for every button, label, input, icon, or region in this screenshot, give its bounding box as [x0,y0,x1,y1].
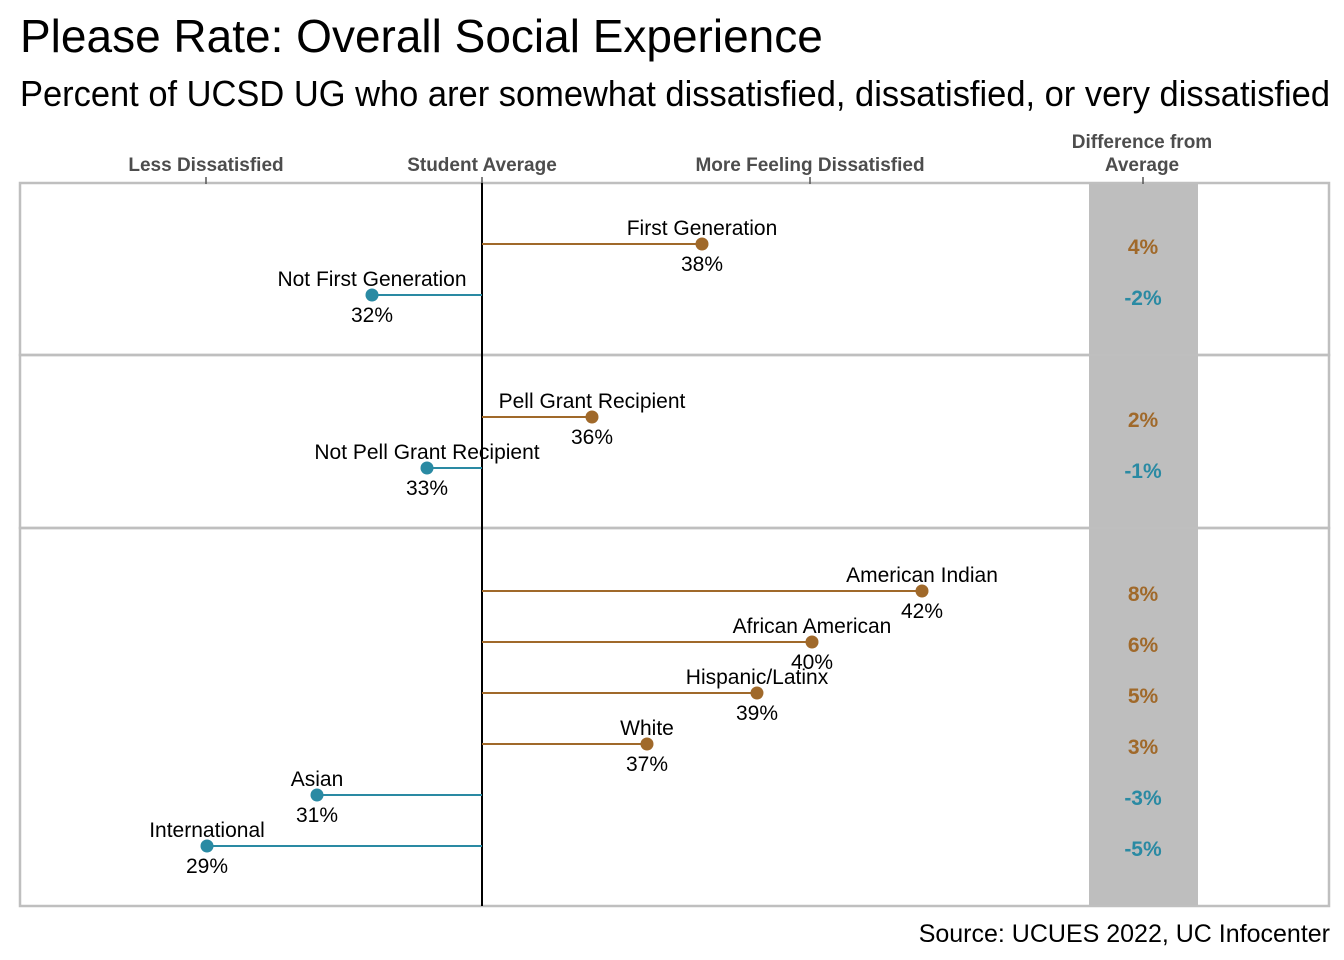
value-not-pell-grant-recipient: 33% [406,477,448,500]
value-first-generation: 38% [681,253,723,276]
chart-panels: First Generation 38% 4% Not First Generatio… [18,177,1331,908]
value-pell-grant-recipient: 36% [571,426,613,449]
dot-african-american [805,635,819,649]
chart-title: Please Rate: Overall Social Experience [20,10,823,62]
panel-frame-3 [18,526,1331,908]
dot-american-indian [915,584,929,598]
diff-white: 3% [1128,736,1159,759]
diff-international: -5% [1124,838,1162,861]
label-hispanic-latinx: Hispanic/Latinx [686,666,829,689]
dot-first-generation [695,237,709,251]
value-american-indian: 42% [901,600,943,623]
value-international: 29% [186,855,228,878]
label-not-first-generation: Not First Generation [277,268,466,291]
dot-white [640,737,654,751]
value-not-first-generation: 32% [351,304,393,327]
value-asian: 31% [296,804,338,827]
label-american-indian: American Indian [846,564,998,587]
label-african-american: African American [733,615,892,638]
dot-asian [310,788,324,802]
diff-asian: -3% [1124,787,1162,810]
diff-pell-grant-recipient: 2% [1128,409,1159,432]
dot-not-first-generation [365,288,379,302]
dot-pell-grant-recipient [585,410,599,424]
dot-not-pell-grant-recipient [420,461,434,475]
chart-subtitle: Percent of UCSD UG who arer somewhat dis… [20,73,1330,114]
value-white: 37% [626,753,668,776]
diff-first-generation: 4% [1128,236,1159,259]
source-note: Source: UCUES 2022, UC Infocenter [919,920,1330,948]
axis-label-average: Student Average [407,155,557,176]
value-hispanic-latinx: 39% [736,702,778,725]
axis-label-less: Less Dissatisfied [128,155,283,176]
label-first-generation: First Generation [627,217,778,240]
label-international: International [149,819,265,842]
diff-american-indian: 8% [1128,583,1159,606]
axis-label-more: More Feeling Dissatisfied [695,155,924,176]
diff-not-first-generation: -2% [1124,287,1162,310]
difference-column-band [1089,183,1198,906]
dot-international [200,839,214,853]
label-white: White [620,717,674,740]
value-african-american: 40% [791,651,833,674]
label-pell-grant-recipient: Pell Grant Recipient [499,390,686,413]
label-asian: Asian [291,768,344,791]
diff-hispanic-latinx: 5% [1128,685,1159,708]
diff-african-american: 6% [1128,634,1159,657]
dot-hispanic-latinx [750,686,764,700]
diff-not-pell-grant-recipient: -1% [1124,460,1162,483]
label-not-pell-grant-recipient: Not Pell Grant Recipient [314,441,539,464]
axis-label-diff-line1: Difference from [1072,132,1212,153]
axis-label-diff-line2: Average [1105,155,1179,176]
